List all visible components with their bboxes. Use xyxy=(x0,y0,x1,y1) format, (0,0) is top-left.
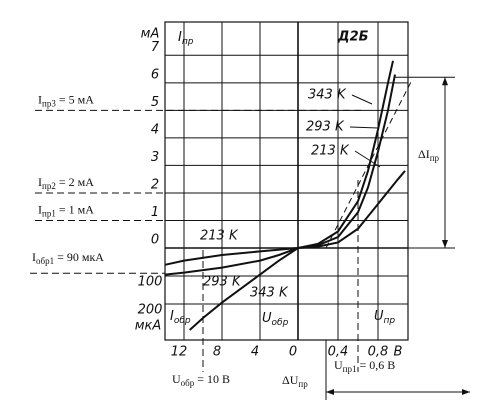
annotation-sub: пр2 xyxy=(42,181,56,191)
y-tick-label: 0 xyxy=(151,233,159,248)
annotation-sub: обр xyxy=(181,378,195,388)
annotation-sub: пр xyxy=(384,316,396,326)
annotation-rest: = 1 мА xyxy=(56,202,94,216)
y-tick-label: 2 xyxy=(151,177,159,192)
curve-reverse xyxy=(164,247,299,276)
annotation-main: U xyxy=(374,309,384,324)
annotation: Iпр1 = 1 мА xyxy=(38,202,94,218)
chart-title: Д2Б xyxy=(337,30,369,45)
annotation-sub: пр1 xyxy=(42,209,56,219)
curve-forward xyxy=(297,74,396,249)
annotation-rest: = 10 В xyxy=(194,372,230,386)
curve-reverse xyxy=(164,247,299,266)
curve-label: 343 K xyxy=(308,88,347,103)
curve-label: 293 K xyxy=(203,275,242,290)
curve-label: 213 K xyxy=(200,229,239,244)
annotation-main: U xyxy=(172,372,181,386)
x2-tick-label: 12 xyxy=(171,345,188,360)
y2-tick-label: 200 xyxy=(138,303,163,318)
annotation-sub: пр1 xyxy=(343,364,357,374)
y-unit: мА xyxy=(141,27,160,42)
annotation-main: U xyxy=(334,358,343,372)
leader xyxy=(349,126,379,129)
annotation: Uобр = 10 В xyxy=(172,372,230,388)
annotation: Uобр xyxy=(262,311,289,328)
annotation-sub: пр3 xyxy=(42,98,56,108)
annotation-sub: пр xyxy=(298,379,308,389)
annotation-rest: = 5 мА xyxy=(56,92,94,106)
annotation-rest: = 2 мА xyxy=(56,175,94,189)
annotation-main: I xyxy=(38,92,42,106)
annotation-main: I xyxy=(170,309,174,324)
annotation-main: I xyxy=(178,30,182,45)
x-tick-label: 0,4 xyxy=(328,345,349,360)
curve-label: 213 K xyxy=(311,144,350,159)
x2-tick-label: 4 xyxy=(251,345,259,360)
curve-label: 343 K xyxy=(250,286,289,301)
x-unit: B xyxy=(394,345,403,360)
leader xyxy=(354,150,381,168)
curve-forward xyxy=(297,60,394,249)
y2-tick-label: 100 xyxy=(138,275,163,290)
annotation-main: ΔU xyxy=(282,373,299,387)
y-tick-label: 6 xyxy=(151,67,159,82)
annotation-sub: пр xyxy=(182,37,194,47)
y-tick-label: 5 xyxy=(151,95,159,110)
annotation: Iпр2 = 2 мА xyxy=(38,175,94,191)
x2-tick-label: 8 xyxy=(213,345,221,360)
annotation-main: ΔI xyxy=(418,147,430,161)
y-tick-label: 4 xyxy=(151,122,159,137)
y-tick-label: 1 xyxy=(151,205,159,220)
y-tick-label: 3 xyxy=(151,150,159,165)
curve-label: 293 K xyxy=(306,120,345,135)
annotation: Iобр1 = 90 мкА xyxy=(32,250,104,266)
annotation: Iпр3 = 5 мА xyxy=(38,92,94,108)
annotation-rest: = 0,6 В xyxy=(357,358,396,372)
plot-frame xyxy=(164,21,409,341)
y-tick-label: 7 xyxy=(151,40,160,55)
annotation-sub: пр xyxy=(430,153,440,163)
annotation-main: I xyxy=(32,250,36,264)
annotation: Uпр xyxy=(374,309,395,326)
x2-tick-label: 0 xyxy=(289,345,297,360)
annotation-sub: обр xyxy=(174,316,191,326)
y2-unit: мкА xyxy=(135,319,162,334)
annotation-sub: обр xyxy=(272,318,289,328)
tangent xyxy=(325,79,413,249)
annotation-main: I xyxy=(38,202,42,216)
annotation: ΔIпр xyxy=(418,147,440,163)
annotation: Iобр xyxy=(170,309,191,326)
annotation: Uпр1 = 0,6 В xyxy=(334,358,395,374)
x-tick-label: 0,8 xyxy=(368,345,389,360)
annotation: Iпр xyxy=(178,30,194,47)
annotation: ΔUпр xyxy=(282,373,308,389)
annotation-rest: = 90 мкА xyxy=(54,250,104,264)
annotation-sub: обр1 xyxy=(36,256,54,266)
annotation-main: U xyxy=(262,311,272,326)
leader xyxy=(351,94,373,105)
annotation-main: I xyxy=(38,175,42,189)
